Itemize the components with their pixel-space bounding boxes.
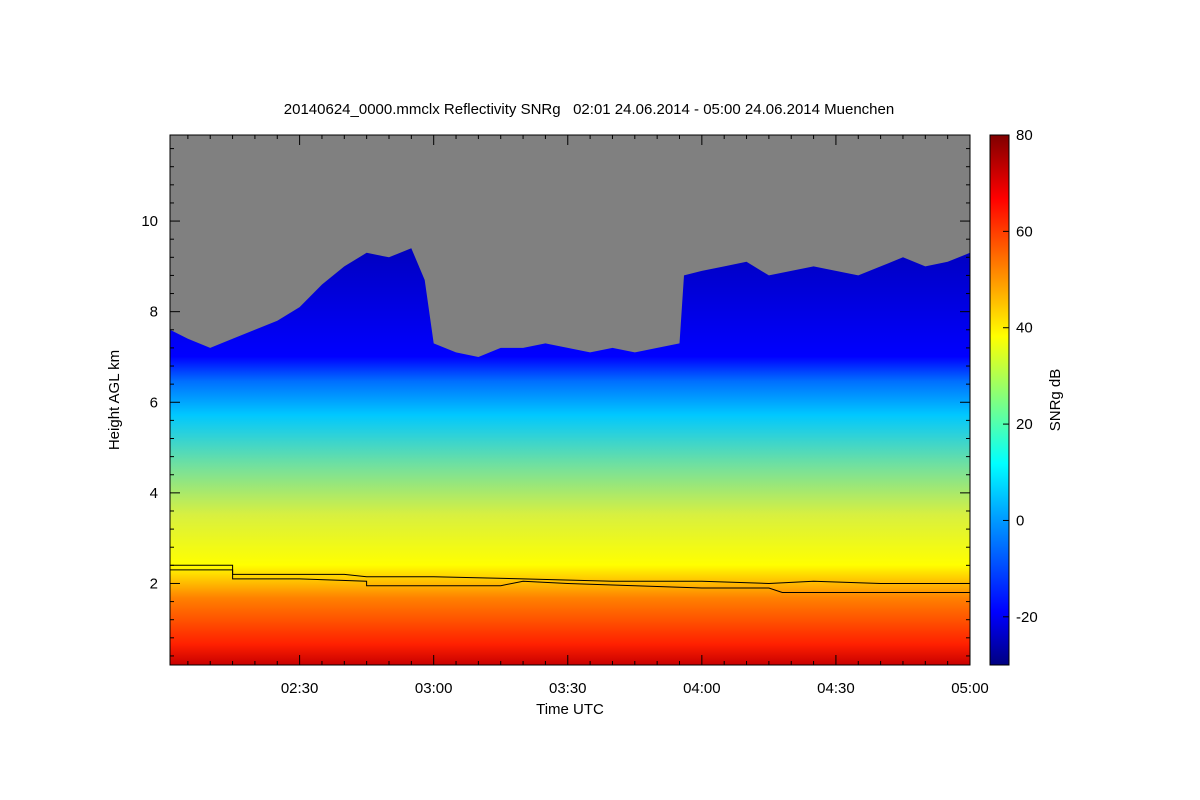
colorbar-tick-label: 80 bbox=[1016, 127, 1033, 144]
x-tick-label: 05:00 bbox=[951, 680, 989, 697]
y-tick-label: 8 bbox=[150, 304, 158, 321]
x-axis: 02:30 03:00 03:30 04:00 04:30 05:00 bbox=[187, 135, 989, 697]
x-tick-label: 03:30 bbox=[549, 680, 587, 697]
colorbar-tick-label: 20 bbox=[1016, 416, 1033, 433]
x-tick-label: 02:30 bbox=[281, 680, 319, 697]
colorbar-tick-label: 60 bbox=[1016, 223, 1033, 240]
colorbar-gradient bbox=[989, 134, 1010, 666]
colorbar-tick-label: -20 bbox=[1016, 609, 1038, 626]
colorbar: -20 0 20 40 60 80 SNRg dB bbox=[989, 127, 1064, 666]
colorbar-ticks: -20 0 20 40 60 80 bbox=[1003, 127, 1038, 626]
boundary-layer-lines bbox=[170, 564, 970, 593]
x-tick-label: 04:30 bbox=[817, 680, 855, 697]
plot-area bbox=[169, 134, 971, 666]
boundary-layer-line-2 bbox=[170, 569, 970, 593]
snr-field bbox=[170, 248, 970, 665]
x-tick-label: 03:00 bbox=[415, 680, 453, 697]
colorbar-tick-label: 40 bbox=[1016, 320, 1033, 337]
colorbar-tick-label: 0 bbox=[1016, 512, 1024, 529]
y-tick-label: 10 bbox=[141, 213, 158, 230]
y-tick-label: 2 bbox=[150, 575, 158, 592]
y-tick-label: 4 bbox=[150, 485, 158, 502]
y-axis-label: Height AGL km bbox=[106, 350, 123, 450]
x-axis-label: Time UTC bbox=[536, 701, 604, 718]
x-tick-label: 04:00 bbox=[683, 680, 721, 697]
y-axis: 2 4 6 8 10 bbox=[141, 148, 970, 657]
chart-title: 20140624_0000.mmclx Reflectivity SNRg 02… bbox=[284, 101, 894, 118]
y-tick-label: 6 bbox=[150, 394, 158, 411]
colorbar-label: SNRg dB bbox=[1047, 369, 1064, 432]
boundary-layer-line-1 bbox=[170, 564, 970, 585]
plot-frame bbox=[169, 134, 971, 666]
